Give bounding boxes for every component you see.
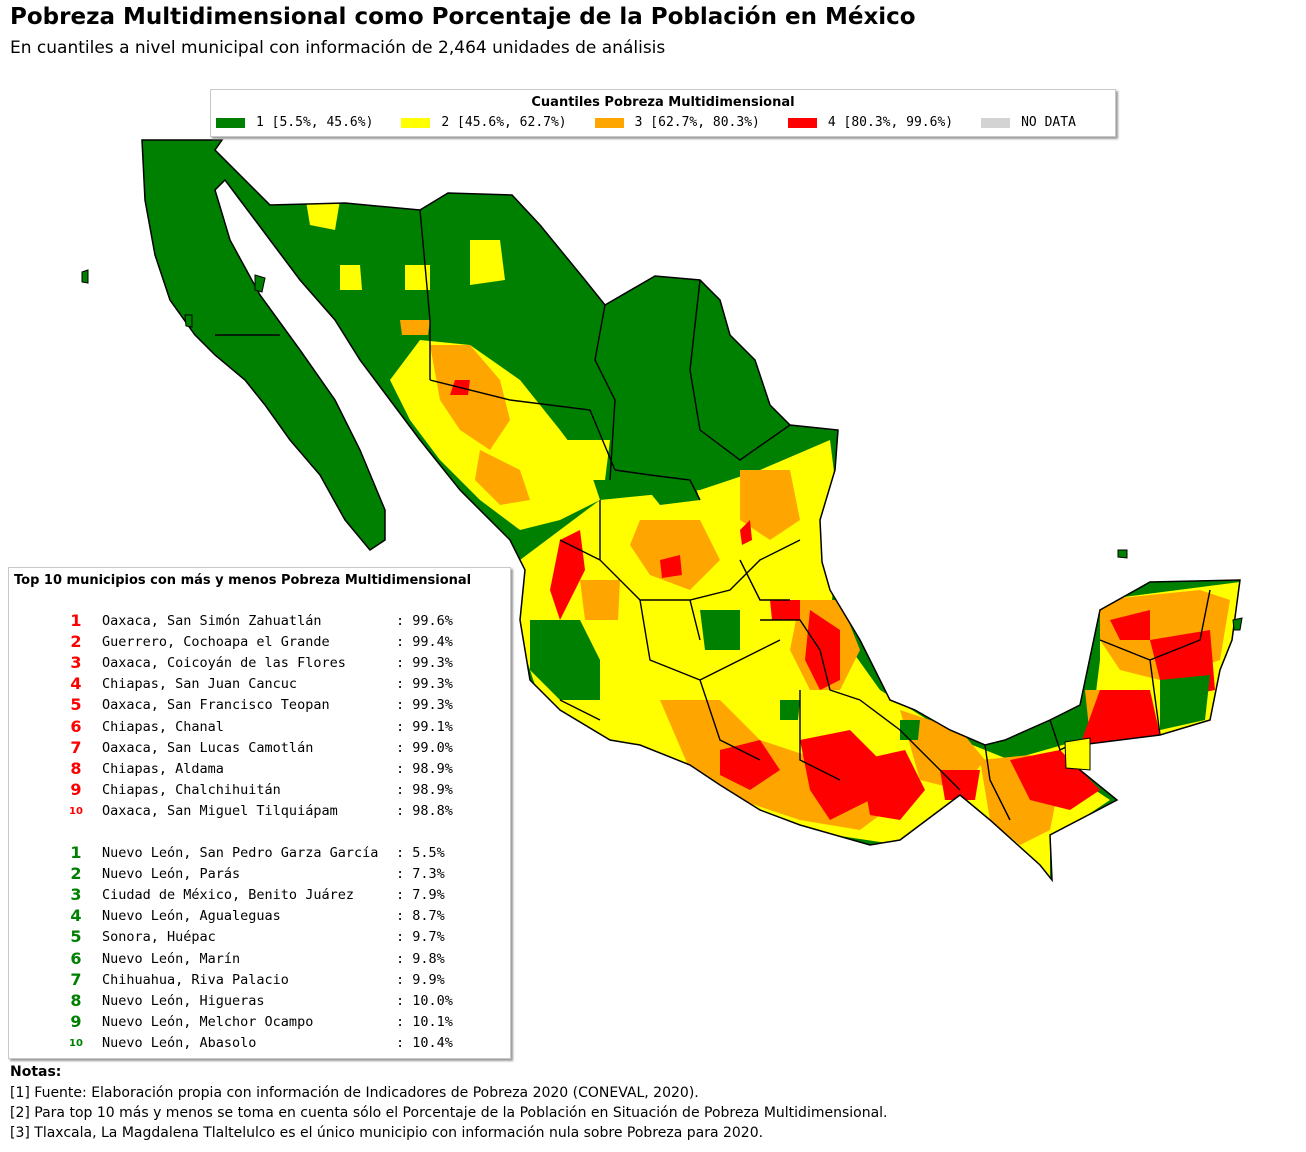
poverty-value: : 9.8% (396, 950, 445, 967)
poverty-value: : 98.8% (396, 802, 453, 819)
legend-item-q1: 1 [5.5%, 45.6%) (216, 115, 373, 130)
municipality-name: Nuevo León, Agualeguas (102, 908, 281, 925)
poverty-value: : 9.7% (396, 929, 445, 946)
top-ten-title: Top 10 municipios con más y menos Pobrez… (14, 573, 472, 588)
rank-number: 9 (70, 1011, 82, 1031)
rank-number: 6 (70, 948, 82, 968)
poverty-value: : 98.9% (396, 760, 453, 777)
municipality-name: Chiapas, Chanal (102, 718, 224, 735)
legend: Cuantiles Pobreza Multidimensional 1 [5.… (210, 89, 1116, 137)
rank-number: 8 (70, 758, 82, 778)
municipality-name: Oaxaca, San Francisco Teopan (102, 697, 330, 714)
rank-number: 10 (69, 1037, 83, 1049)
municipality-name: Nuevo León, Abasolo (102, 1034, 257, 1051)
rank-number: 7 (70, 737, 82, 757)
poverty-value: : 7.9% (396, 887, 445, 904)
municipality-name: Guerrero, Cochoapa el Grande (102, 634, 330, 651)
legend-label-q3: 3 [62.7%, 80.3%) (634, 115, 760, 130)
municipality-name: Nuevo León, San Pedro Garza García (102, 845, 379, 861)
poverty-value: : 7.3% (396, 866, 445, 883)
poverty-value: : 99.3% (396, 676, 453, 693)
rank-number: 8 (70, 990, 82, 1010)
note-line: [1] Fuente: Elaboración propia con infor… (10, 1085, 699, 1101)
rank-number: 3 (70, 653, 82, 673)
municipality-name: Oaxaca, San Simón Zahuatlán (102, 613, 322, 629)
municipality-name: Chiapas, Aldama (102, 760, 224, 777)
rank-number: 7 (70, 969, 82, 989)
poverty-value: : 8.7% (396, 908, 445, 925)
note-line: [2] Para top 10 más y menos se toma en c… (10, 1105, 888, 1121)
legend-item-nodata: NO DATA (981, 115, 1076, 130)
municipality-name: Oaxaca, San Miguel Tilquiápam (102, 802, 338, 819)
rank-number: 5 (70, 695, 82, 715)
legend-label-q4: 4 [80.3%, 99.6%) (827, 115, 954, 130)
poverty-value: : 99.6% (396, 613, 453, 629)
rank-number: 5 (70, 927, 82, 947)
poverty-value: : 10.4% (396, 1034, 453, 1051)
legend-swatch-q3 (594, 117, 624, 128)
rank-number: 2 (70, 864, 82, 884)
municipality-name: Nuevo León, Higueras (102, 992, 265, 1009)
municipality-name: Chihuahua, Riva Palacio (102, 971, 289, 988)
poverty-value: : 99.1% (396, 718, 453, 735)
legend-label-nodata: NO DATA (1021, 115, 1076, 130)
municipality-name: Nuevo León, Parás (102, 866, 241, 883)
poverty-value: : 99.0% (396, 739, 453, 756)
rank-number: 4 (70, 906, 82, 926)
rank-number: 1 (70, 843, 82, 862)
legend-swatch-nodata (981, 117, 1011, 128)
rank-number: 6 (70, 716, 82, 736)
poverty-value: : 98.9% (396, 781, 453, 798)
notes-title: Notas: (10, 1064, 62, 1080)
legend-title: Cuantiles Pobreza Multidimensional (531, 95, 795, 110)
page-title: Pobreza Multidimensional como Porcentaje… (10, 4, 916, 30)
rank-number: 10 (69, 805, 83, 817)
rank-number: 3 (70, 885, 82, 905)
legend-label-q2: 2 [45.6%, 62.7%) (441, 115, 567, 130)
rank-number: 4 (70, 674, 82, 694)
municipality-name: Oaxaca, Coicoyán de las Flores (102, 655, 346, 672)
municipality-name: Nuevo León, Melchor Ocampo (102, 1013, 314, 1030)
poverty-value: : 99.3% (396, 697, 453, 714)
legend-item-q2: 2 [45.6%, 62.7%) (401, 115, 567, 130)
legend-label-q1: 1 [5.5%, 45.6%) (256, 115, 374, 130)
legend-item-q3: 3 [62.7%, 80.3%) (594, 115, 760, 130)
municipality-name: Oaxaca, San Lucas Camotlán (102, 739, 314, 756)
poverty-value: : 10.0% (396, 992, 453, 1009)
municipality-name: Ciudad de México, Benito Juárez (102, 887, 354, 904)
poverty-value: : 10.1% (396, 1013, 453, 1030)
municipality-name: Chiapas, Chalchihuitán (102, 781, 281, 798)
legend-swatch-q2 (401, 117, 431, 128)
notes: Notas: [1] Fuente: Elaboración propia co… (10, 1064, 888, 1145)
page-subtitle: En cuantiles a nivel municipal con infor… (10, 38, 666, 58)
poverty-value: : 9.9% (396, 971, 445, 988)
municipality-name: Sonora, Huépac (102, 929, 216, 946)
note-line: [3] Tlaxcala, La Magdalena Tlaltelulco e… (10, 1125, 764, 1141)
poverty-value: : 99.3% (396, 655, 453, 672)
legend-swatch-q4 (787, 117, 817, 128)
municipality-name: Nuevo León, Marín (102, 950, 241, 967)
legend-item-q4: 4 [80.3%, 99.6%) (787, 115, 954, 130)
top-ten-box: Top 10 municipios con más y menos Pobrez… (8, 567, 511, 1059)
rank-number: 2 (70, 632, 82, 652)
poverty-value: : 5.5% (396, 845, 445, 861)
poverty-value: : 99.4% (396, 634, 453, 651)
legend-swatch-q1 (216, 117, 245, 128)
rank-number: 9 (70, 779, 82, 799)
municipality-name: Chiapas, San Juan Cancuc (102, 676, 298, 693)
rank-number: 1 (70, 611, 82, 630)
